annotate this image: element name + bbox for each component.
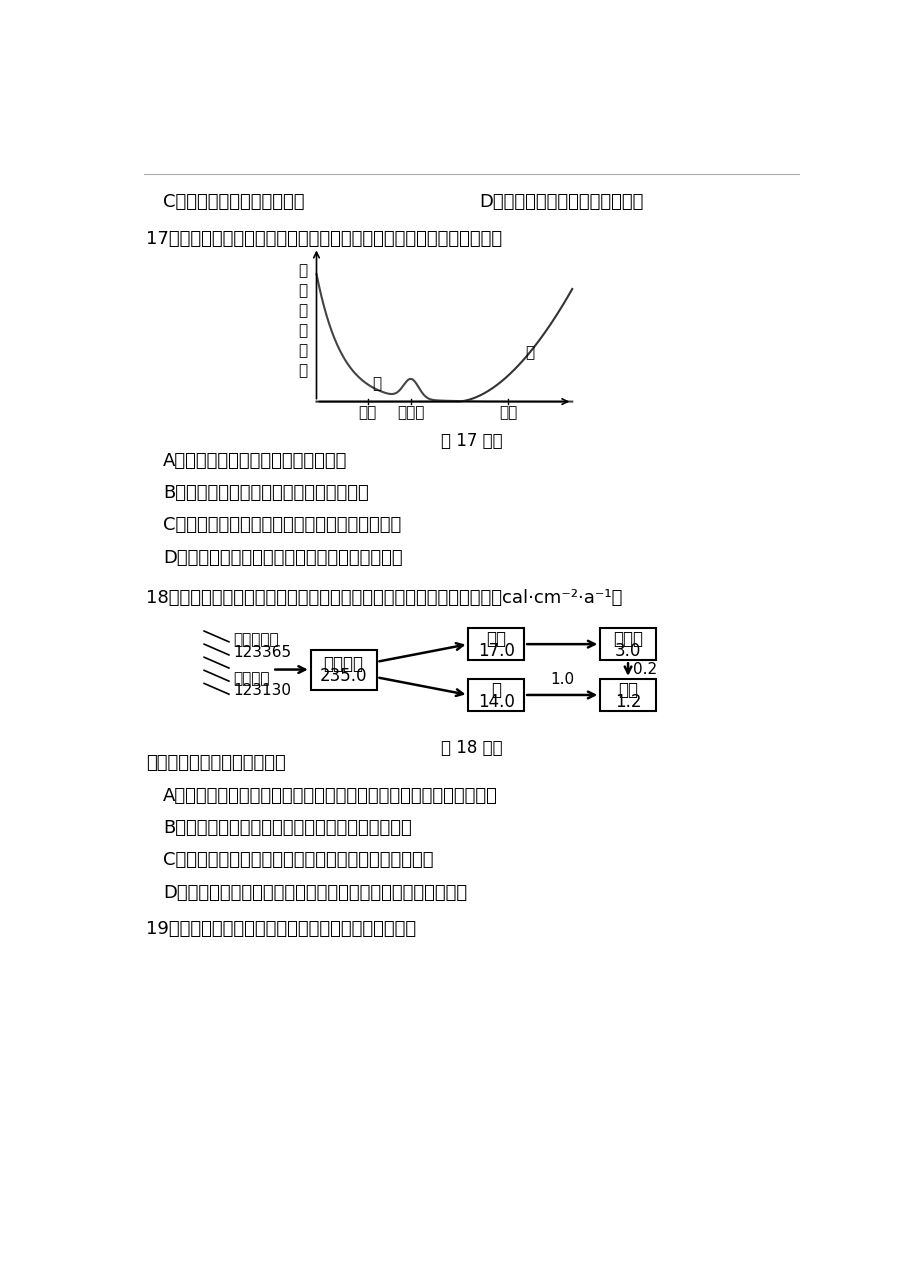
Text: 食虫鸟: 食虫鸟 — [612, 629, 642, 647]
Text: 鼠: 鼠 — [491, 680, 501, 698]
Text: 14.0: 14.0 — [477, 693, 514, 711]
Text: 据图分析，下列叙述正确的是: 据图分析，下列叙述正确的是 — [146, 754, 286, 772]
Text: 成年: 成年 — [498, 405, 516, 420]
Text: B．遗传咋询可杜绝甲乙两类遗传病的发生: B．遗传咋询可杜绝甲乙两类遗传病的发生 — [163, 484, 369, 502]
Text: 昆虫: 昆虫 — [486, 629, 505, 647]
Text: 第 18 题图: 第 18 题图 — [440, 739, 502, 757]
Text: C．鼠同化的能量除流向猛禽外其余能量均用于自身呼吸: C．鼠同化的能量除流向猛禽外其余能量均用于自身呼吸 — [163, 851, 433, 869]
Bar — [468, 679, 524, 711]
Text: 123365: 123365 — [233, 645, 291, 660]
Text: 18．某湿地生态系统能量流动的定量分析如图所示，其中数据为能量值（cal·cm⁻²·a⁻¹）: 18．某湿地生态系统能量流动的定量分析如图所示，其中数据为能量值（cal·cm⁻… — [146, 589, 621, 606]
Text: 青春期: 青春期 — [397, 405, 425, 420]
Text: 量: 量 — [298, 363, 307, 378]
Text: D．生产者同化能量多的原因是将太阳能转化为化学能的效率高: D．生产者同化能量多的原因是将太阳能转化为化学能的效率高 — [163, 884, 467, 902]
Text: 甲: 甲 — [372, 376, 381, 391]
Text: D．健康的生活方式可降低乙类遗传病的发病风险: D．健康的生活方式可降低乙类遗传病的发病风险 — [163, 549, 403, 567]
Bar — [599, 628, 655, 660]
Text: D．需要选用生长状况不同的枝条: D．需要选用生长状况不同的枝条 — [479, 192, 643, 211]
Text: 累: 累 — [298, 283, 307, 298]
Text: 乙: 乙 — [525, 345, 534, 361]
Text: C．通常设置蒸馏水组为对照: C．通常设置蒸馏水组为对照 — [163, 192, 304, 211]
Text: 17．遗传病在人体不同发育阶段的发病风险如图所示，下列叙述正确的是: 17．遗传病在人体不同发育阶段的发病风险如图所示，下列叙述正确的是 — [146, 229, 502, 248]
Text: B．能量的单向流动使得三级消费者同化的能量最少: B．能量的单向流动使得三级消费者同化的能量最少 — [163, 819, 412, 837]
Text: 体: 体 — [298, 324, 307, 338]
Text: A．能量从昆虫向食虫鸟的传递效率明显高于食虫鸟向猛禽的传递效率: A．能量从昆虫向食虫鸟的传递效率明显高于食虫鸟向猛禽的传递效率 — [163, 786, 497, 805]
Text: 3.0: 3.0 — [614, 642, 641, 660]
Text: 猛禽: 猛禽 — [618, 680, 638, 698]
Text: A．甲乙两类遗传病均由致病基因引起: A．甲乙两类遗传病均由致病基因引起 — [163, 452, 347, 470]
Text: 19．利用光学显微镜观察的活动中，下列叙述正确的是: 19．利用光学显微镜观察的活动中，下列叙述正确的是 — [146, 920, 415, 938]
Text: C．高血压病属于甲类遗传病，其子女不一定患病: C．高血压病属于甲类遗传病，其子女不一定患病 — [163, 516, 401, 534]
Text: 个: 个 — [298, 303, 307, 318]
Text: 1.2: 1.2 — [614, 693, 641, 711]
Text: 0.2: 0.2 — [632, 662, 656, 676]
Bar — [599, 679, 655, 711]
Text: 123130: 123130 — [233, 683, 291, 698]
Bar — [468, 628, 524, 660]
Text: 草本植物: 草本植物 — [323, 655, 363, 673]
Bar — [311, 650, 376, 689]
Text: 受: 受 — [298, 262, 307, 278]
Text: 数: 数 — [298, 343, 307, 358]
Text: 1.0: 1.0 — [550, 673, 573, 687]
Text: 太阳辐射能: 太阳辐射能 — [233, 633, 278, 647]
Text: 未被固定: 未被固定 — [233, 671, 270, 687]
Text: 235.0: 235.0 — [320, 668, 367, 685]
Text: 出生: 出生 — [358, 405, 377, 420]
Text: 17.0: 17.0 — [477, 642, 514, 660]
Text: 第 17 题图: 第 17 题图 — [440, 432, 502, 451]
